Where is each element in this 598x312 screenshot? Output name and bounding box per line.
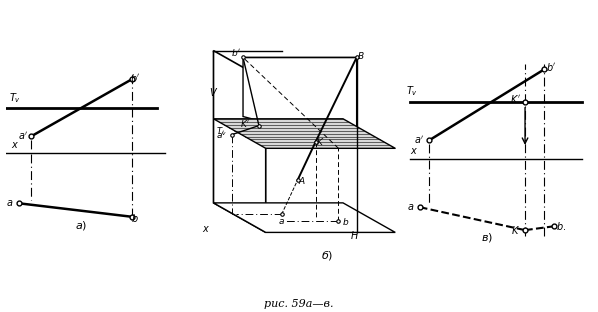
Polygon shape [213,51,266,232]
Text: $b'$: $b'$ [130,72,141,84]
Text: $a$: $a$ [407,202,414,212]
Text: $x$: $x$ [11,140,19,150]
Text: $b'$: $b'$ [545,61,556,73]
Text: $x$: $x$ [410,145,419,155]
Text: рис. 59а—в.: рис. 59а—в. [264,299,334,309]
Text: $в)$: $в)$ [481,231,493,244]
Text: $B$: $B$ [358,50,365,61]
Text: $K'$: $K'$ [240,118,251,129]
Polygon shape [213,119,395,148]
Text: $x$: $x$ [202,224,210,234]
Text: $K'$: $K'$ [510,93,521,105]
Text: $T_v$: $T_v$ [216,126,227,138]
Text: $b.$: $b.$ [556,220,566,232]
Text: $V$: $V$ [209,86,218,98]
Polygon shape [243,57,356,146]
Text: $b$: $b$ [341,216,349,227]
Text: $T_v$: $T_v$ [10,91,22,105]
Text: $a$: $a$ [5,198,13,208]
Text: $a'$: $a'$ [215,129,225,140]
Text: $a$: $a$ [278,217,285,226]
Text: $a'$: $a'$ [414,134,424,146]
Polygon shape [213,203,395,232]
Text: $b$: $b$ [131,212,139,224]
Text: $б)$: $б)$ [321,249,333,262]
Text: $b'$: $b'$ [231,47,241,58]
Text: $K$: $K$ [316,136,325,147]
Text: $K$: $K$ [511,224,520,236]
Text: $a)$: $a)$ [75,219,87,232]
Text: $A$: $A$ [298,175,306,186]
Text: $T_v$: $T_v$ [407,84,419,98]
Text: $a'$: $a'$ [17,130,28,142]
Text: $H$: $H$ [350,229,359,241]
